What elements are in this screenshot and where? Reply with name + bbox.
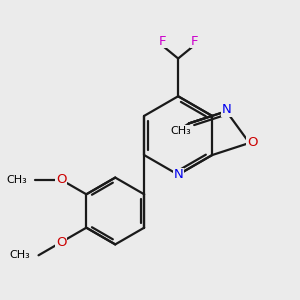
- Text: CH₃: CH₃: [170, 126, 191, 136]
- Text: F: F: [190, 34, 198, 48]
- Text: F: F: [158, 34, 166, 48]
- Text: N: N: [173, 168, 183, 181]
- Text: CH₃: CH₃: [10, 250, 30, 260]
- Text: O: O: [56, 236, 66, 249]
- Text: CH₃: CH₃: [6, 175, 27, 185]
- Text: N: N: [221, 103, 231, 116]
- Text: O: O: [56, 173, 66, 186]
- Text: O: O: [247, 136, 257, 149]
